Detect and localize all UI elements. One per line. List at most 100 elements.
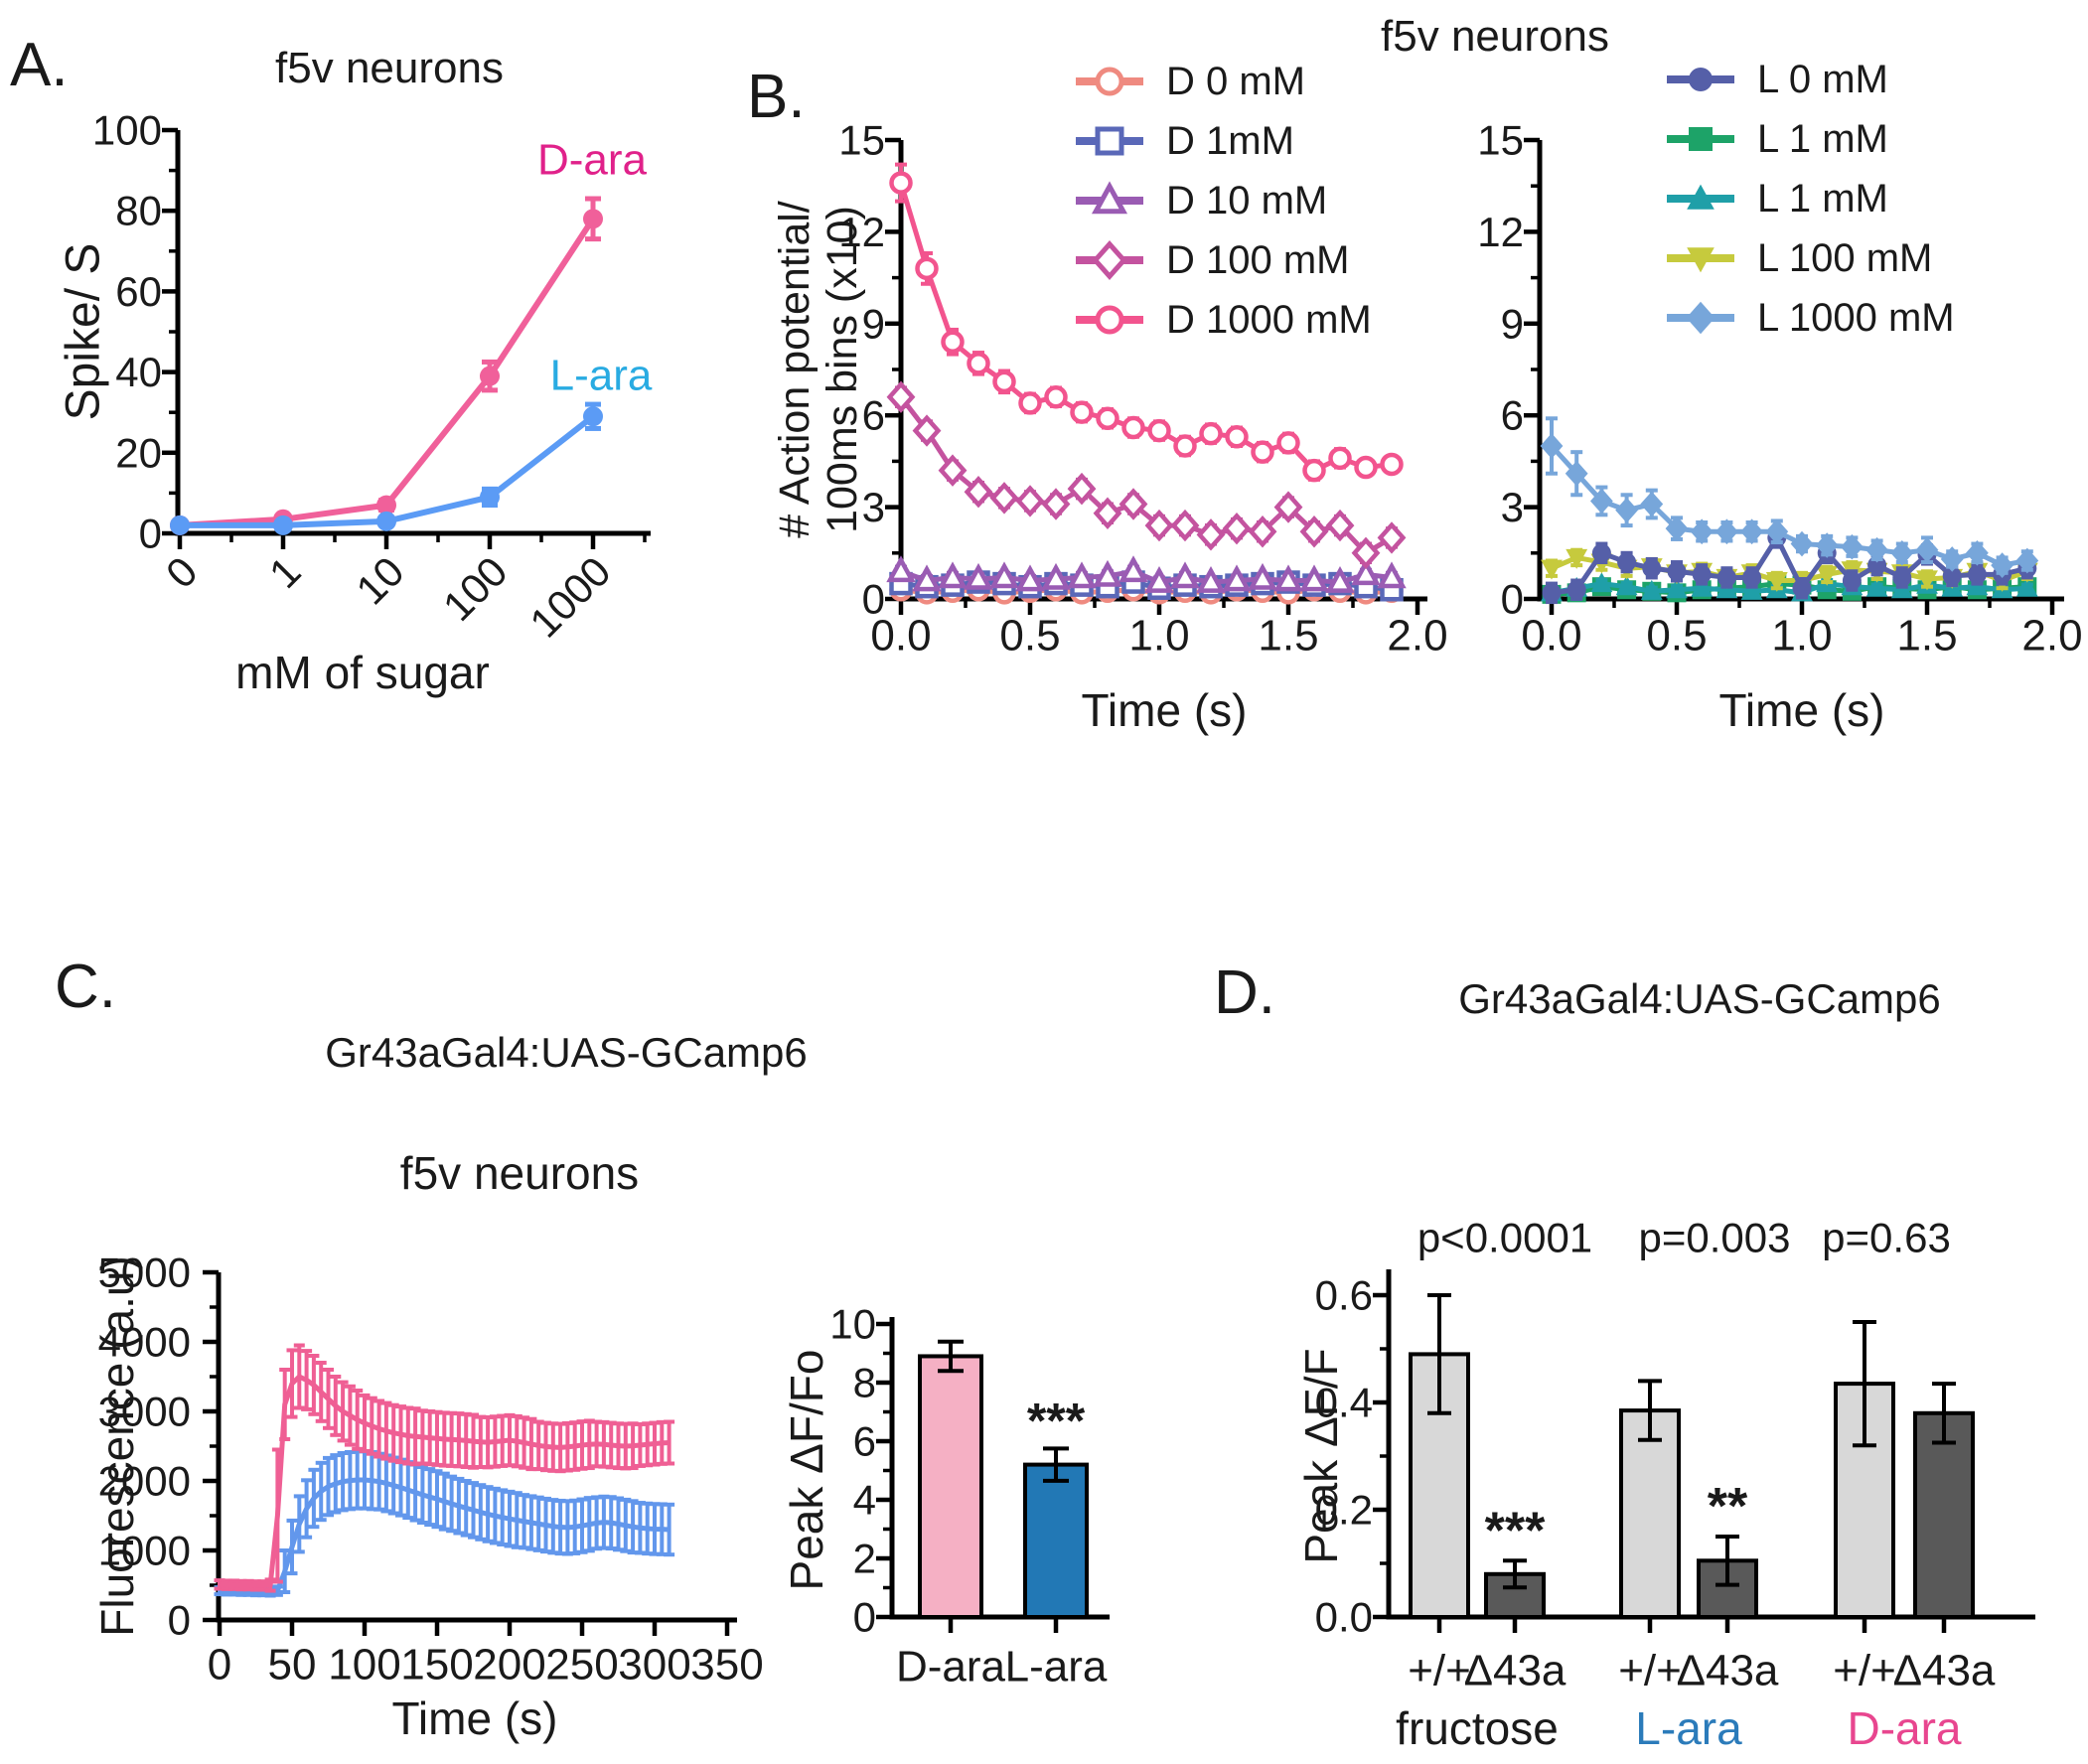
legend-item-label: D 10 mM [1166,178,1328,222]
svg-text:Time (s): Time (s) [1082,684,1248,736]
svg-text:150: 150 [400,1641,473,1690]
legend-circle-marker-icon [1076,67,1143,96]
svg-text:12: 12 [1477,209,1524,255]
legend-item-d-1000-mm: D 1000 mM [1073,298,1372,342]
legend-item-l-1000-mm: L 1000 mM [1664,296,1955,340]
svg-text:50: 50 [268,1641,317,1690]
legend-item-label: L 0 mM [1757,57,1888,101]
legend-item-d-100-mm: D 100 mM [1073,238,1372,282]
panel-a-letter: A. [10,31,69,99]
svg-text:+/+: +/+ [1833,1647,1896,1695]
svg-text:Peak ΔF/F: Peak ΔF/F [1295,1348,1347,1563]
svg-text:0: 0 [862,576,885,623]
legend-triangle-marker-icon [1667,184,1734,210]
legend-item-label: D 1mM [1166,118,1294,163]
svg-text:0: 0 [157,547,207,597]
svg-text:9: 9 [1501,300,1524,347]
svg-text:1000: 1000 [98,1528,191,1574]
svg-text:Time (s): Time (s) [1719,684,1885,736]
svg-text:**: ** [1708,1478,1748,1536]
svg-text:100: 100 [434,547,517,630]
svg-text:60: 60 [115,268,162,315]
svg-text:1.5: 1.5 [1258,612,1318,661]
svg-text:2: 2 [853,1536,876,1582]
legend-item-label: D 100 mM [1166,237,1350,282]
svg-text:Δ43a: Δ43a [1677,1647,1779,1695]
legend-square-marker-icon [1667,127,1734,151]
panel-b-title: f5v neurons [1381,12,1609,61]
svg-text:4000: 4000 [98,1319,191,1366]
svg-text:5000: 5000 [98,1250,191,1296]
svg-text:3: 3 [862,484,885,530]
svg-text:***: *** [1485,1502,1546,1559]
svg-text:p<0.0001: p<0.0001 [1417,1215,1592,1261]
svg-text:p=0.63: p=0.63 [1822,1215,1951,1261]
legend-diamond-marker-icon [1076,240,1143,280]
svg-text:40: 40 [115,349,162,395]
svg-text:2000: 2000 [98,1458,191,1505]
legend-item-l-100-mm: L 100 mM [1664,236,1955,280]
svg-text:10: 10 [829,1301,876,1348]
svg-text:100: 100 [328,1641,400,1690]
legend-item-label: L 1 mM [1757,176,1888,220]
legend-diamond-marker-icon [1667,301,1734,335]
svg-text:0: 0 [208,1641,231,1690]
svg-text:L-ara: L-ara [1005,1643,1108,1691]
legend-l-series: L 0 mM L 1 mM L 1 mM L 100 mM L 1000 mM [1664,58,1955,356]
svg-text:9: 9 [862,300,885,347]
svg-text:200: 200 [473,1641,545,1690]
legend-item-label: L 100 mM [1757,235,1933,280]
svg-text:3: 3 [1501,484,1524,530]
svg-text:0: 0 [168,1597,191,1644]
svg-text:12: 12 [838,209,885,255]
svg-text:Time (s): Time (s) [392,1692,558,1744]
svg-text:6: 6 [862,392,885,439]
svg-text:4: 4 [853,1477,876,1524]
legend-item-d-10-mm: D 10 mM [1073,179,1372,222]
svg-text:Spike/ S: Spike/ S [58,243,110,421]
legend-item-l-0-mm: L 0 mM [1664,58,1955,101]
svg-text:D-ara: D-ara [537,136,648,185]
svg-text:0.0: 0.0 [870,612,931,661]
svg-text:mM of sugar: mM of sugar [235,647,490,698]
svg-text:10: 10 [347,547,412,613]
panel-a-title: f5v neurons [275,44,504,92]
panel-c-title: Gr43aGal4:UAS-GCamp6 [325,1029,808,1076]
svg-text:100: 100 [92,107,162,154]
svg-text:3000: 3000 [98,1389,191,1435]
legend-circle-marker-icon [1667,68,1734,91]
legend-item-label: D 0 mM [1166,59,1305,103]
svg-text:8: 8 [853,1360,876,1406]
panel-d-title: Gr43aGal4:UAS-GCamp6 [1458,975,1941,1022]
svg-text:2.0: 2.0 [2021,612,2082,661]
svg-text:+/+: +/+ [1408,1647,1471,1695]
legend-triangle-marker-icon [1076,181,1143,215]
svg-text:300: 300 [618,1641,690,1690]
svg-text:350: 350 [690,1641,763,1690]
legend-item-label: L 1 mM [1757,116,1888,161]
svg-text:250: 250 [545,1641,618,1690]
svg-text:1.0: 1.0 [1128,612,1189,661]
legend-item-l-1-mm: L 1 mM [1664,117,1955,161]
svg-text:Δ43a: Δ43a [1464,1647,1566,1695]
svg-text:p=0.003: p=0.003 [1639,1215,1791,1261]
svg-text:80: 80 [115,188,162,234]
panel-b-letter: B. [747,63,806,131]
svg-text:L-ara: L-ara [550,352,653,400]
svg-text:0: 0 [139,511,162,557]
svg-text:0.5: 0.5 [999,612,1060,661]
legend-item-label: D 1000 mM [1166,297,1372,342]
svg-text:Δ43a: Δ43a [1893,1647,1996,1695]
svg-text:fructose: fructose [1396,1702,1559,1754]
panel-c-letter: C. [55,953,116,1021]
svg-text:D-ara: D-ara [1847,1702,1961,1754]
legend-circle-marker-icon [1076,305,1143,335]
svg-text:L-ara: L-ara [1635,1702,1742,1754]
legend-item-l-1-mm: L 1 mM [1664,177,1955,220]
svg-text:0: 0 [853,1594,876,1641]
svg-text:+/+: +/+ [1618,1647,1682,1695]
svg-text:2.0: 2.0 [1387,612,1447,661]
svg-text:15: 15 [1477,117,1524,164]
panel-d-letter: D. [1214,958,1275,1027]
